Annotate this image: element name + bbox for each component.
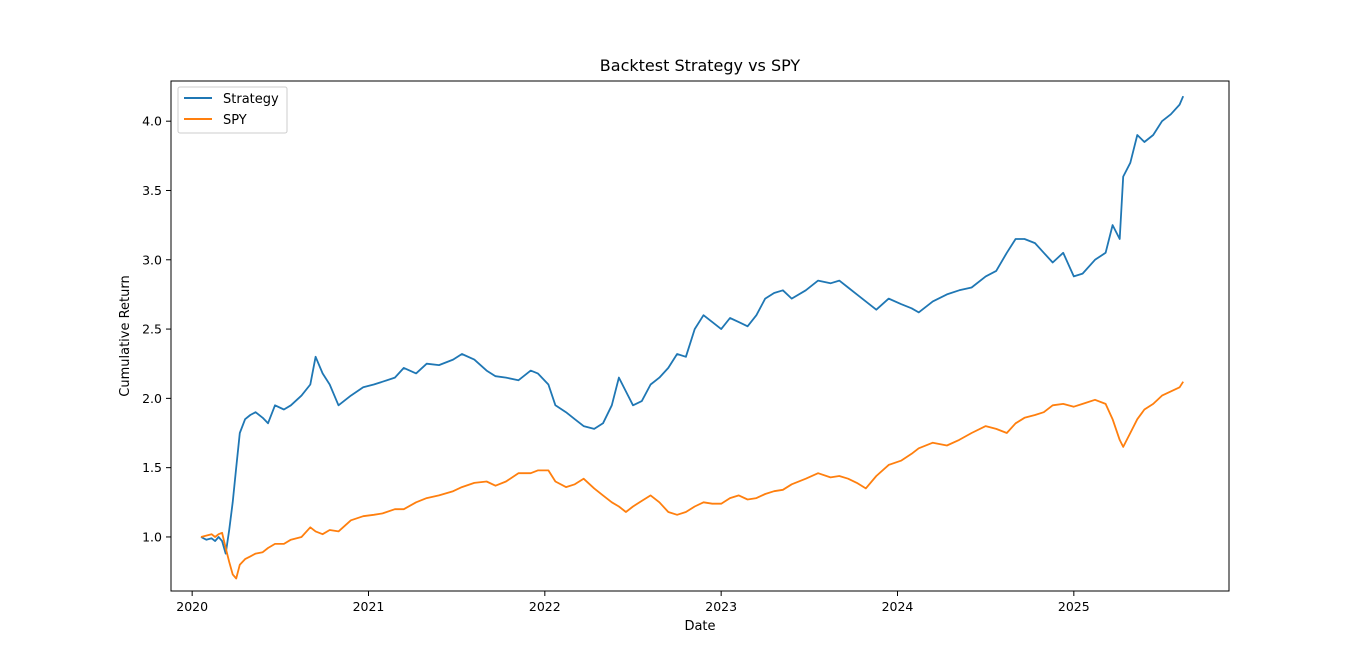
x-tick-label: 2020 [176, 599, 208, 614]
series-line-strategy [200, 95, 1185, 555]
x-tick-label: 2022 [529, 599, 561, 614]
legend: Strategy SPY [177, 86, 288, 134]
y-tick-label: 2.0 [142, 391, 162, 406]
x-axis-label: Date [684, 619, 715, 634]
axes-frame [170, 80, 1230, 592]
series-line-spy [200, 381, 1184, 580]
x-tick-label: 2021 [353, 599, 385, 614]
y-tick-label: 4.0 [142, 114, 162, 129]
y-tick-label: 3.5 [142, 183, 162, 198]
x-tick-label: 2025 [1058, 599, 1090, 614]
y-axis-label: Cumulative Return [118, 275, 133, 396]
x-tick-label: 2024 [882, 599, 914, 614]
legend-label-spy: SPY [223, 113, 247, 128]
x-tick-label: 2023 [705, 599, 737, 614]
y-tick-label: 3.0 [142, 252, 162, 267]
y-tick-label: 1.0 [142, 529, 162, 544]
y-tick-label: 2.5 [142, 322, 162, 337]
y-tick-label: 1.5 [142, 460, 162, 475]
y-axis-ticks: 1.0 1.5 2.0 2.5 3.0 3.5 4.0 [142, 114, 171, 544]
plot-lines [200, 95, 1185, 580]
x-axis-ticks: 2020 2021 2022 2023 2024 2025 [176, 591, 1090, 614]
chart-title: Backtest Strategy vs SPY [600, 56, 801, 75]
legend-label-strategy: Strategy [223, 92, 279, 107]
